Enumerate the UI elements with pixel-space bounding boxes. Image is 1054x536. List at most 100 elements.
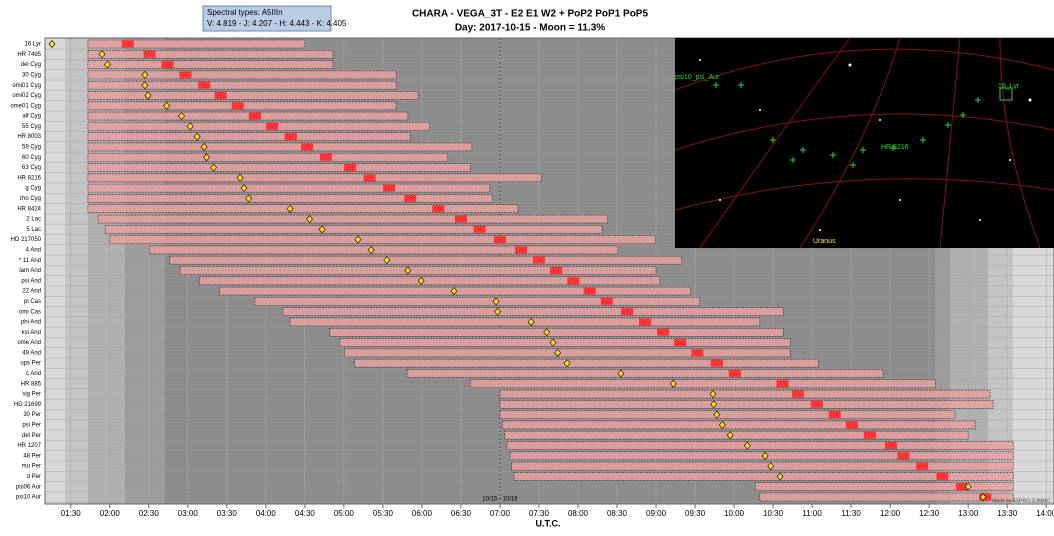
highlight-marker bbox=[248, 112, 261, 120]
transit-marker bbox=[245, 194, 253, 203]
x-tick-label: 11:30 bbox=[841, 509, 861, 518]
visibility-bar bbox=[87, 173, 542, 183]
x-tick-label: 06:30 bbox=[451, 509, 472, 518]
highlight-marker bbox=[493, 236, 506, 244]
visibility-bar bbox=[179, 266, 657, 275]
visibility-bar bbox=[501, 420, 976, 430]
highlight-marker bbox=[179, 71, 192, 79]
highlight-marker bbox=[383, 184, 396, 192]
visibility-bar bbox=[499, 389, 991, 399]
transit-marker bbox=[761, 451, 769, 460]
highlight-marker bbox=[657, 328, 670, 336]
y-tick-label: del Per bbox=[22, 433, 41, 439]
transit-marker bbox=[200, 142, 208, 151]
transit-marker bbox=[743, 441, 751, 450]
visibility-bar bbox=[354, 358, 819, 368]
sky-background bbox=[675, 38, 1054, 248]
visibility-bar bbox=[504, 430, 969, 440]
transit-marker bbox=[492, 297, 500, 306]
y-tick-label: g Cyg bbox=[25, 186, 41, 192]
y-tick-label: d Per bbox=[27, 474, 41, 480]
highlight-marker bbox=[828, 411, 841, 419]
y-tick-label: 4 And bbox=[26, 247, 41, 253]
x-tick-label: 02:00 bbox=[100, 509, 121, 518]
visibility-bar bbox=[87, 183, 491, 193]
transit-marker bbox=[383, 256, 391, 265]
x-tick-label: 09:30 bbox=[685, 509, 706, 518]
highlight-marker bbox=[884, 442, 897, 450]
visibility-bar bbox=[499, 400, 994, 409]
tooltip-line: V: 4.819 - J: 4.207 - H: 4.443 - K: 4.40… bbox=[207, 19, 347, 28]
highlight-marker bbox=[845, 421, 858, 429]
x-tick-label: 12:00 bbox=[880, 509, 901, 518]
y-tick-label: ome01 Cyg bbox=[10, 103, 41, 109]
visibility-bar bbox=[289, 317, 761, 327]
sky-grid bbox=[674, 37, 1054, 249]
visibility-bar bbox=[169, 255, 683, 265]
transit-marker bbox=[709, 390, 717, 399]
visibility-bar bbox=[759, 492, 1014, 502]
y-tick-label: 22 And bbox=[22, 289, 41, 295]
y-tick-label: HD 21699 bbox=[14, 402, 42, 408]
transit-marker bbox=[178, 112, 185, 121]
x-tick-label: 02:30 bbox=[139, 509, 160, 518]
transit-marker bbox=[306, 215, 313, 223]
visibility-bar bbox=[87, 163, 471, 172]
y-tick-label: 60 Cyg bbox=[22, 155, 41, 161]
visibility-bar bbox=[87, 111, 409, 121]
transit-marker bbox=[563, 359, 571, 368]
x-tick-label: 04:00 bbox=[256, 509, 277, 518]
transit-marker bbox=[141, 70, 149, 79]
y-tick-label: psi Per bbox=[22, 423, 41, 429]
visibility-bar bbox=[87, 39, 306, 49]
visibility-bar bbox=[754, 482, 1014, 492]
transit-marker bbox=[713, 410, 721, 419]
visibility-bar bbox=[329, 327, 784, 337]
transit-marker bbox=[718, 420, 726, 429]
y-tick-label: 30 Per bbox=[23, 412, 41, 418]
transit-marker bbox=[286, 204, 294, 213]
y-tick-label: HD 217050 bbox=[11, 237, 42, 243]
transit-marker bbox=[193, 132, 201, 141]
highlight-marker bbox=[198, 81, 211, 89]
x-tick-label: 10:00 bbox=[724, 509, 745, 518]
transit-marker bbox=[144, 91, 152, 100]
x-tick-label: 12:30 bbox=[919, 509, 940, 518]
chart-title: CHARA - VEGA_3T - E2 E1 W2 + PoP2 PoP1 P… bbox=[412, 9, 649, 20]
transit-marker bbox=[404, 266, 412, 275]
visibility-bar bbox=[199, 276, 661, 286]
transit-marker bbox=[163, 101, 171, 110]
highlight-marker bbox=[916, 462, 929, 470]
x-tick-label: 11:00 bbox=[802, 509, 822, 518]
highlight-marker bbox=[550, 267, 563, 274]
visibility-bar bbox=[109, 235, 656, 244]
x-tick-label: 13:00 bbox=[958, 509, 979, 518]
transit-marker bbox=[48, 40, 56, 48]
y-tick-label: 5 Lac bbox=[26, 227, 41, 233]
visibility-bar bbox=[87, 70, 397, 80]
y-tick-label: ups Per bbox=[20, 361, 41, 367]
visibility-bar bbox=[87, 142, 473, 152]
visibility-bar bbox=[339, 338, 791, 347]
y-tick-label: sig Per bbox=[22, 392, 41, 398]
highlight-marker bbox=[515, 246, 528, 254]
y-tick-label: HR 8216 bbox=[17, 175, 41, 181]
tooltip-line: Spectral types: A5IIIn bbox=[207, 8, 283, 17]
y-tick-label: psi10 Aur bbox=[16, 495, 41, 501]
plot-frame bbox=[44, 37, 1054, 505]
visibility-bar bbox=[282, 307, 784, 316]
sky-label: psi10_psi_Aur bbox=[675, 74, 720, 81]
x-tick-label: 13:30 bbox=[997, 509, 1018, 518]
highlight-marker bbox=[863, 431, 876, 439]
transit-marker bbox=[318, 225, 326, 234]
transit-marker bbox=[767, 462, 775, 471]
y-tick-label: phi And bbox=[21, 320, 41, 326]
transit-marker bbox=[236, 173, 244, 182]
date-change-label: 10/15 - 10/16 bbox=[482, 497, 518, 503]
transit-marker bbox=[240, 184, 248, 193]
x-tick-label: 03:00 bbox=[178, 509, 199, 518]
transit-marker bbox=[354, 235, 362, 244]
visibility-bar bbox=[87, 80, 397, 90]
y-tick-label: 2 Lac bbox=[26, 217, 41, 223]
